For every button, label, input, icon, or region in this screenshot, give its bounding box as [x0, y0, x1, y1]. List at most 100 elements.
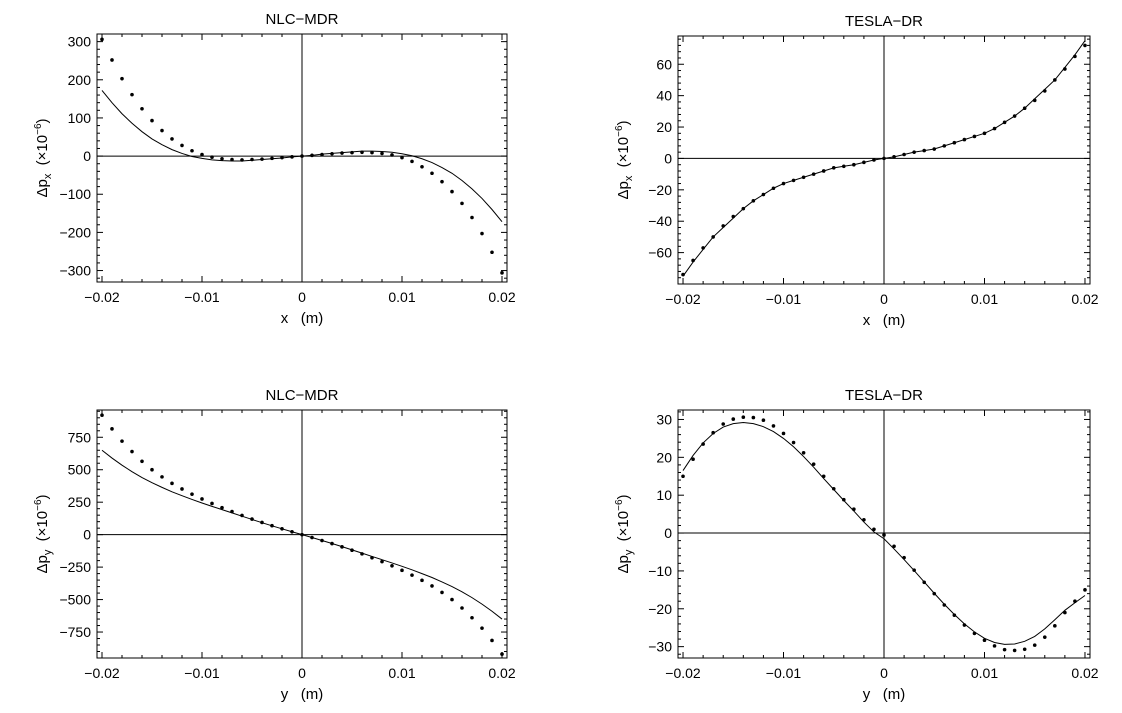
x-tick-label: 0.02 [488, 289, 515, 305]
y-tick-label: −40 [648, 213, 672, 229]
y-tick-label: −500 [59, 592, 91, 608]
data-point [480, 626, 484, 630]
data-point [470, 615, 474, 620]
chart-title: NLC−MDR [266, 387, 339, 404]
data-point [1083, 43, 1087, 48]
data-point [450, 189, 454, 194]
data-point [872, 527, 876, 532]
data-point [811, 462, 816, 466]
x-axis-label: y (m) [281, 686, 324, 703]
data-point [380, 151, 384, 156]
data-point [160, 128, 164, 133]
data-point [110, 58, 114, 62]
y-tick-label: 300 [68, 34, 92, 50]
data-point [500, 271, 504, 275]
y-tick-label: 0 [83, 148, 91, 164]
y-tick-label: 20 [656, 119, 672, 135]
x-tick-label: −0.01 [184, 665, 220, 681]
data-point [751, 415, 756, 420]
y-tick-label: −200 [59, 224, 91, 240]
data-point [882, 533, 886, 537]
data-point [140, 106, 144, 111]
y-tick-label: 30 [656, 411, 672, 427]
data-point [110, 427, 114, 431]
data-point [120, 439, 124, 443]
data-point [500, 652, 504, 656]
data-point [761, 418, 766, 423]
x-tick-label: −0.01 [766, 665, 802, 681]
y-axis-label: Δpx (×10−6) [614, 120, 635, 199]
data-point [801, 450, 806, 455]
y-tick-label: 500 [68, 462, 92, 478]
data-point [120, 76, 124, 81]
data-point [440, 590, 444, 595]
data-point [190, 492, 194, 496]
y-tick-label: 0 [83, 527, 91, 543]
data-point [130, 92, 134, 97]
data-point [210, 155, 214, 160]
data-point [410, 573, 414, 577]
x-tick-label: 0.01 [971, 665, 998, 681]
data-point [100, 413, 104, 417]
x-tick-label: −0.02 [665, 665, 701, 681]
x-tick-label: −0.02 [84, 665, 120, 681]
data-point [681, 474, 685, 479]
data-point [460, 201, 464, 206]
x-axis-label: x (m) [281, 310, 324, 327]
data-point [150, 467, 154, 472]
y-tick-label: 200 [68, 72, 92, 88]
data-point [731, 417, 736, 421]
data-point [450, 597, 454, 602]
y-tick-label: −20 [648, 182, 672, 198]
panel-1: −0.02 −0.01 0 0.01 0.02 −300 −200 −100 0 100 200 30… [33, 11, 516, 327]
y-tick-label: −30 [648, 639, 672, 655]
data-point [460, 606, 464, 610]
data-point [220, 156, 224, 161]
data-point [721, 422, 726, 426]
x-axis-label: x (m) [863, 312, 906, 329]
data-point [410, 159, 414, 164]
x-tick-label: 0.02 [1071, 665, 1098, 681]
y-axis-label: Δpx (×10−6) [33, 118, 54, 197]
chart-title: NLC−MDR [266, 11, 339, 28]
data-point [380, 559, 384, 564]
data-point [200, 152, 204, 157]
x-axis-label: y (m) [863, 686, 906, 703]
data-point [220, 505, 224, 510]
data-point [1053, 624, 1057, 628]
data-point [230, 157, 234, 162]
data-point [390, 153, 394, 157]
data-point [420, 578, 424, 583]
panel-4: −0.02 −0.01 0 0.01 0.02 −30 −20 −10 0 10 20 30 TESLA… [614, 387, 1099, 703]
data-point [430, 584, 434, 588]
data-point [1002, 647, 1007, 652]
data-point [1032, 643, 1037, 647]
x-tick-label: 0 [880, 665, 888, 681]
data-point [490, 638, 494, 643]
data-point [781, 431, 786, 436]
x-tick-label: −0.02 [84, 289, 120, 305]
data-point [952, 613, 957, 618]
x-tick-label: −0.02 [665, 291, 701, 307]
x-tick-label: 0 [298, 289, 306, 305]
data-point [210, 501, 214, 506]
data-point [701, 442, 705, 446]
data-point [1012, 648, 1017, 653]
y-tick-label: −300 [59, 263, 91, 279]
data-point [982, 638, 987, 643]
data-point [390, 564, 394, 568]
y-tick-label: 60 [656, 56, 672, 72]
y-tick-label: −250 [59, 559, 91, 575]
data-point [992, 644, 997, 648]
x-tick-label: 0 [880, 291, 888, 307]
x-tick-label: 0.01 [971, 291, 998, 307]
fit-curve [682, 421, 1086, 645]
fit-curve [682, 40, 1086, 277]
data-point [711, 430, 715, 435]
data-point [942, 603, 947, 607]
data-point [490, 250, 494, 255]
x-tick-label: 0.01 [388, 289, 415, 305]
data-point [170, 481, 174, 486]
y-tick-label: −750 [59, 624, 91, 640]
y-tick-label: 40 [656, 88, 672, 104]
